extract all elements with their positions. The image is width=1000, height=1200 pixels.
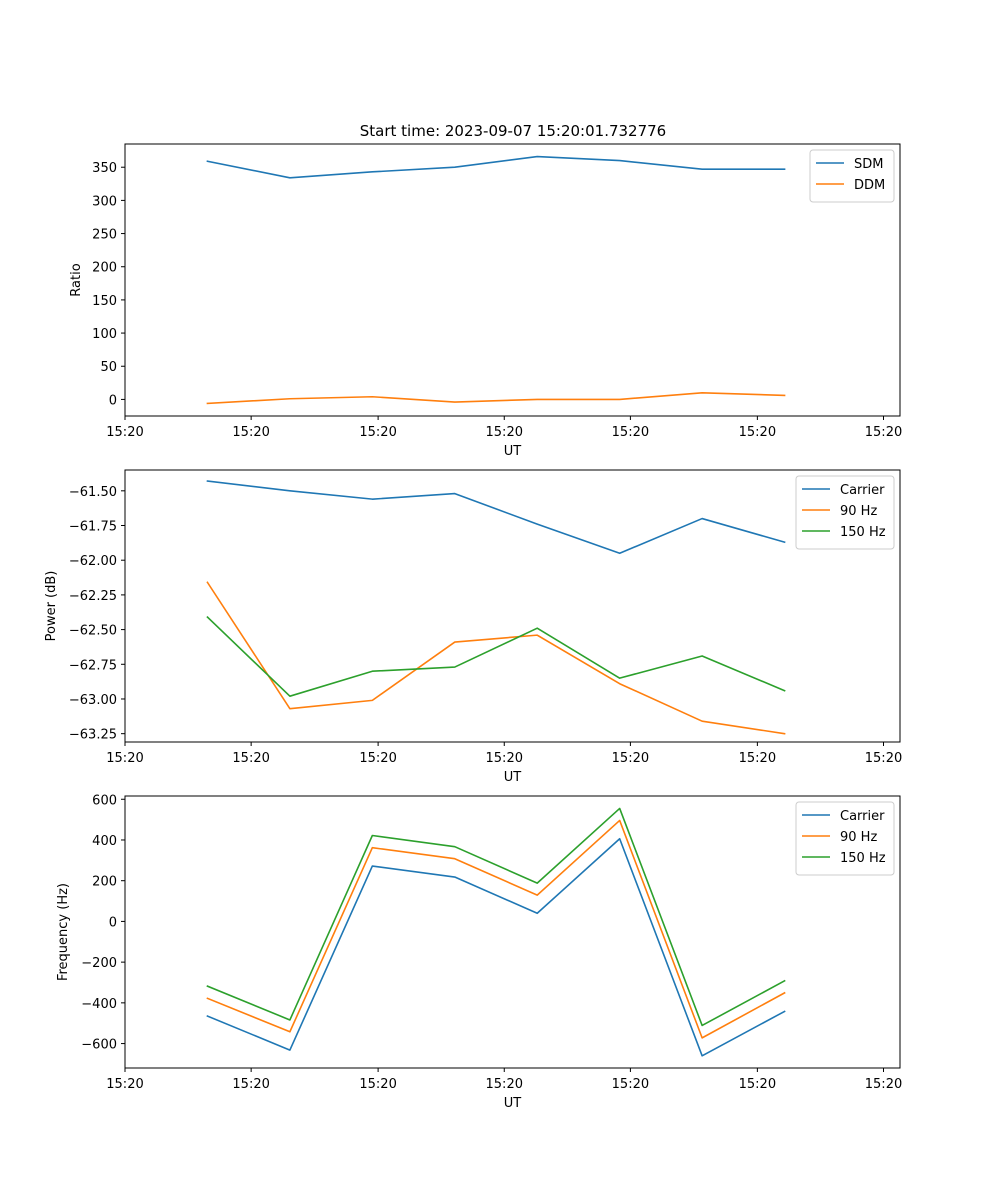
legend-label-90-hz: 90 Hz: [840, 830, 877, 845]
y-tick-label: 200: [92, 875, 117, 890]
series-line-90-hz: [206, 819, 786, 1039]
x-tick-label: 15:20: [106, 1077, 143, 1092]
y-tick-label: −200: [81, 956, 117, 971]
y-tick-label: 50: [100, 360, 117, 375]
x-tick-label: 15:20: [486, 751, 523, 766]
y-tick-label: −62.50: [69, 624, 117, 639]
legend-label-carrier: Carrier: [840, 483, 885, 498]
series-line-carrier: [206, 480, 786, 555]
y-tick-label: 0: [109, 393, 117, 408]
x-tick-label: 15:20: [106, 751, 143, 766]
x-tick-label: 15:20: [612, 425, 649, 440]
y-axis-label: Ratio: [69, 263, 84, 296]
y-tick-label: 250: [92, 228, 117, 243]
x-axis-label: UT: [504, 444, 522, 459]
legend-label-90-hz: 90 Hz: [840, 504, 877, 519]
y-axis-label: Frequency (Hz): [56, 883, 71, 981]
series-line-sdm: [206, 155, 786, 179]
legend-label-ddm: DDM: [854, 178, 885, 193]
legend: Carrier 90 Hz 150 Hz: [795, 475, 895, 550]
series-line-90-hz: [206, 581, 786, 735]
chart-panel-1: 15:20 15:20 15:20 15:20 15:20 15:20 15:20 0 50 10…: [69, 143, 902, 459]
y-tick-label: −61.75: [69, 520, 117, 535]
axes-frame: [124, 795, 901, 1069]
series-line-150-hz: [206, 807, 786, 1027]
y-axis-label: Power (dB): [44, 571, 59, 642]
y-tick-label: −61.50: [69, 485, 117, 500]
legend-label-sdm: SDM: [854, 157, 883, 172]
x-tick-label: 15:20: [865, 751, 902, 766]
x-tick-label: 15:20: [359, 1077, 396, 1092]
y-tick-label: 150: [92, 294, 117, 309]
y-tick-label: −62.00: [69, 554, 117, 569]
x-tick-label: 15:20: [106, 425, 143, 440]
x-tick-label: 15:20: [232, 425, 269, 440]
y-tick-label: 200: [92, 261, 117, 276]
x-tick-label: 15:20: [739, 1077, 776, 1092]
legend: SDM DDM: [809, 149, 895, 203]
y-tick-label: 0: [109, 915, 117, 930]
x-tick-label: 15:20: [612, 1077, 649, 1092]
y-tick-label: 300: [92, 194, 117, 209]
y-tick-label: −62.25: [69, 589, 117, 604]
axes-frame: [124, 469, 901, 743]
chart-panel-3: 15:20 15:20 15:20 15:20 15:20 15:20 15:20 600 40…: [56, 793, 902, 1111]
y-tick-label: 350: [92, 161, 117, 176]
legend-label-150-hz: 150 Hz: [840, 851, 886, 866]
y-tick-label: −63.00: [69, 693, 117, 708]
legend-label-150-hz: 150 Hz: [840, 525, 886, 540]
y-tick-label: −400: [81, 997, 117, 1012]
y-tick-label: −63.25: [69, 728, 117, 743]
series-line-carrier: [206, 837, 786, 1057]
legend: Carrier 90 Hz 150 Hz: [795, 801, 895, 876]
y-tick-label: 400: [92, 834, 117, 849]
x-tick-label: 15:20: [865, 1077, 902, 1092]
series-line-150-hz: [206, 615, 786, 698]
y-tick-label: −600: [81, 1038, 117, 1053]
x-axis-label: UT: [504, 770, 522, 785]
x-axis-label: UT: [504, 1096, 522, 1111]
x-tick-label: 15:20: [359, 751, 396, 766]
x-tick-label: 15:20: [612, 751, 649, 766]
x-tick-label: 15:20: [486, 1077, 523, 1092]
x-tick-label: 15:20: [486, 425, 523, 440]
x-tick-label: 15:20: [739, 425, 776, 440]
y-tick-label: 100: [92, 327, 117, 342]
x-tick-label: 15:20: [739, 751, 776, 766]
y-tick-label: 600: [92, 793, 117, 808]
chart-panel-2: 15:20 15:20 15:20 15:20 15:20 15:20 15:20 −61.5…: [44, 469, 902, 785]
series-line-ddm: [206, 391, 786, 405]
y-tick-label: −62.75: [69, 658, 117, 673]
legend-label-carrier: Carrier: [840, 809, 885, 824]
figure-title: Start time: 2023-09-07 15:20:01.732776: [360, 122, 666, 140]
x-tick-label: 15:20: [865, 425, 902, 440]
x-tick-label: 15:20: [359, 425, 396, 440]
x-tick-label: 15:20: [232, 751, 269, 766]
x-tick-label: 15:20: [232, 1077, 269, 1092]
axes-frame: [124, 143, 901, 417]
